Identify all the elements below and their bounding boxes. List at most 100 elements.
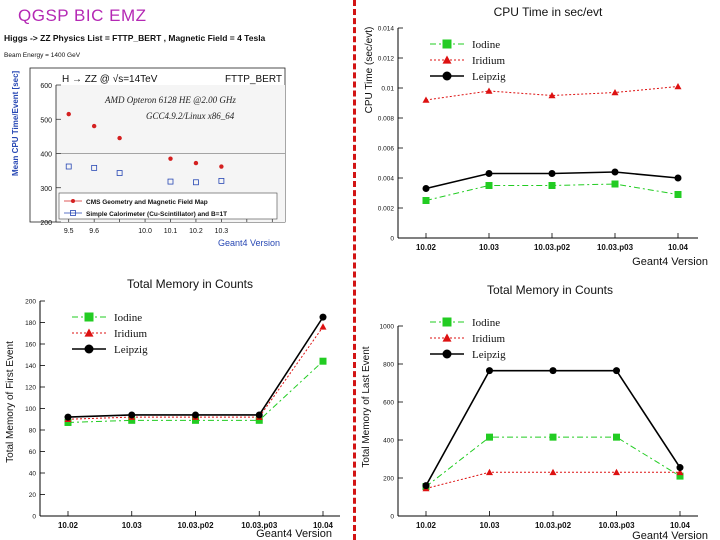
cms-series-0-point <box>66 111 71 117</box>
cms-legend-marker-1 <box>70 210 76 216</box>
mem-first-legend-label: Iodine <box>114 312 142 324</box>
mem-first-y-tick-label: 40 <box>29 471 37 478</box>
cpu-x-tick-label: 10.03.p03 <box>597 243 634 252</box>
cms-y-tick-label: 600 <box>40 83 52 90</box>
mem-last-x-tick-label: 10.03.p02 <box>535 521 572 530</box>
mem-last-series-iridium-point <box>486 468 493 476</box>
mem-first-x-tick-label: 10.03 <box>122 521 143 530</box>
mem-last-series-iodine-point <box>613 433 620 441</box>
cpu-title: CPU Time in sec/evt <box>494 5 603 19</box>
mem-last-y-tick-label: 600 <box>383 400 394 407</box>
cpu-y-tick-label: 0.004 <box>378 176 395 183</box>
mem-first-series-iodine-point <box>255 416 263 424</box>
cpu-y-tick-label: 0.012 <box>378 56 395 63</box>
cpu-series-iodine-point <box>485 182 493 189</box>
cpu-series-iridium-point <box>548 92 556 99</box>
mem-first-series-iodine-point <box>319 357 327 365</box>
cpu-series-leipzig-point <box>422 185 430 192</box>
cms-x-tick-label: 10.3 <box>215 228 229 235</box>
mem-first-y-tick-label: 180 <box>25 320 36 327</box>
mem-last-series-iridium-point <box>676 468 684 476</box>
mem-last-series-iridium-point <box>549 468 557 476</box>
mem-last-series-leipzig-point <box>613 367 620 375</box>
cpu-y-tick-label: 0 <box>390 236 394 243</box>
mem-first-title: Total Memory in Counts <box>127 277 253 291</box>
cms-compiler-label: GCC4.9.2/Linux x86_64 <box>146 111 235 121</box>
mem-last-legend-marker <box>442 317 452 327</box>
mem-first-legend-marker <box>84 344 94 354</box>
mem-first-x-tick-label: 10.02 <box>58 521 79 530</box>
mem-last-series-iodine-point <box>486 433 493 441</box>
mem-last-x-tick-label: 10.02 <box>416 521 437 530</box>
mem-first-y-tick-label: 140 <box>25 363 36 370</box>
panel-divider <box>353 0 356 540</box>
mem-first-y-tick-label: 20 <box>29 492 37 499</box>
cpu-series-iodine-point <box>422 197 430 204</box>
cpu-series-iridium-point <box>485 87 493 94</box>
cpu-series-iodine-point <box>611 180 619 188</box>
cms-series-0-point <box>193 160 199 166</box>
cpu-y-tick-label: 0.014 <box>378 26 395 33</box>
mem-last-series-leipzig-point <box>486 367 493 375</box>
mem-first-series-leipzig-point <box>128 411 136 419</box>
cms-series-0-point <box>91 123 97 129</box>
mem-last-ylabel: Total Memory of Last Event <box>361 346 372 467</box>
cpu-legend-label: Iridium <box>472 55 505 67</box>
mem-last-series-leipzig-point <box>549 367 557 375</box>
mem-first-series-leipzig-line <box>67 316 324 418</box>
cms-header-line2: Beam Energy = 1400 GeV <box>4 52 81 59</box>
cms-legend-box <box>58 192 278 220</box>
mem-last-series-iodine-point <box>676 472 684 480</box>
cms-physics-list: FTTP_BERT <box>225 74 282 85</box>
mem-last-xlabel: Geant4 Version <box>632 530 708 540</box>
cms-x-tick-label: 9.6 <box>89 228 99 235</box>
mem-first-x-tick-label: 10.04 <box>313 521 334 530</box>
cpu-x-tick-label: 10.02 <box>416 243 437 252</box>
mem-last-series-iodine-line <box>425 436 681 487</box>
cpu-y-tick-label: 0.002 <box>378 206 395 213</box>
cms-series-0-point <box>117 135 122 141</box>
mem-last-series-iodine-point <box>549 433 557 441</box>
cms-y-tick-label: 400 <box>40 152 52 159</box>
mem-first-xlabel: Geant4 Version <box>256 528 332 540</box>
cms-series-1-point <box>91 164 98 171</box>
cms-series-1-point <box>65 163 72 170</box>
mem-first-series-iridium-point <box>319 323 327 330</box>
cms-cpu-label: AMD Opteron 6128 HE @2.00 GHz <box>104 95 236 105</box>
cms-legend-label-0: CMS Geometry and Magnetic Field Map <box>86 199 208 206</box>
mem-last-y-tick-label: 200 <box>383 476 394 483</box>
cpu-y-tick-label: 0.006 <box>378 146 395 153</box>
cms-xlabel: Geant4 Version <box>218 238 280 248</box>
cpu-legend-marker <box>442 71 452 81</box>
cpu-legend-marker <box>442 39 452 49</box>
mem-first-series-leipzig-point <box>192 411 199 419</box>
cms-cpu-panel: Higgs -> ZZ Physics List = FTTP_BERT , M… <box>4 33 286 248</box>
cms-ylabel: Mean CPU Time/Event [sec] <box>11 70 20 176</box>
mem-first-legend-label: Leipzig <box>114 344 148 356</box>
mem-first-panel: Total Memory in Counts Total Memory of F… <box>5 277 340 540</box>
mem-last-x-tick-label: 10.03.p03 <box>598 521 635 530</box>
mem-first-series-iridium-line <box>67 326 324 420</box>
cms-series-1-point <box>193 179 199 186</box>
mem-first-legend-marker <box>84 312 94 322</box>
cpu-series-leipzig-point <box>611 168 619 176</box>
mem-last-legend-label: Iridium <box>472 333 505 345</box>
cpu-series-iridium-point <box>422 96 430 103</box>
mem-last-series-leipzig-point <box>422 482 430 490</box>
mem-last-panel: Total Memory in Counts Total Memory of L… <box>361 283 708 540</box>
cpu-legend-label: Leipzig <box>472 71 506 83</box>
cms-series-1-point <box>167 178 174 185</box>
mem-first-x-tick-label: 10.03.p03 <box>241 521 278 530</box>
mem-last-legend-marker <box>442 349 452 359</box>
mem-last-y-tick-label: 0 <box>390 514 394 521</box>
mem-last-x-tick-label: 10.04 <box>670 521 691 530</box>
mem-first-y-tick-label: 200 <box>25 299 36 306</box>
cms-legend-label-1: Simple Calorimeter (Cu-Scintillator) and… <box>86 211 227 218</box>
mem-last-legend-label: Leipzig <box>472 349 506 361</box>
cpu-ylabel: CPU Time (sec/evt) <box>364 27 375 114</box>
mem-last-y-tick-label: 800 <box>383 362 394 369</box>
cms-x-tick-label: 10.2 <box>189 228 203 235</box>
mem-first-y-tick-label: 80 <box>29 428 37 435</box>
mem-last-series-iridium-point <box>613 468 620 476</box>
cpu-x-tick-label: 10.04 <box>668 243 689 252</box>
